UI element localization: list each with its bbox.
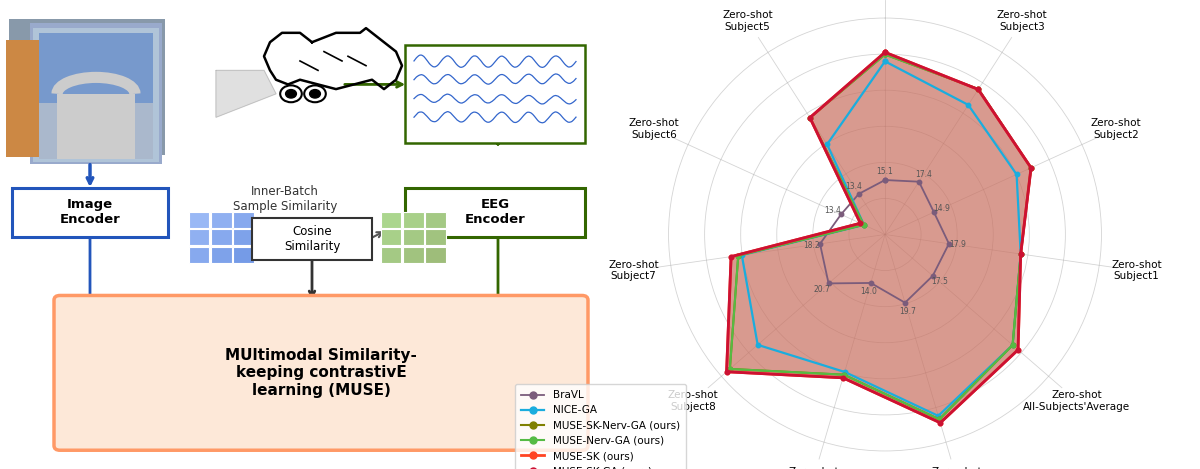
Text: 17.4: 17.4 <box>916 170 932 179</box>
FancyBboxPatch shape <box>233 212 254 228</box>
Text: 20.7: 20.7 <box>814 285 830 294</box>
Text: Inner-Batch
Sample Similarity: Inner-Batch Sample Similarity <box>233 185 337 213</box>
Text: 17.5: 17.5 <box>931 277 948 286</box>
FancyBboxPatch shape <box>406 45 586 143</box>
Text: 13.4: 13.4 <box>846 182 863 191</box>
Text: MUltimodal Similarity-
keeping contrastivE
learning (MUSE): MUltimodal Similarity- keeping contrasti… <box>226 348 416 398</box>
FancyBboxPatch shape <box>190 247 209 263</box>
Circle shape <box>286 90 296 98</box>
FancyBboxPatch shape <box>190 229 209 245</box>
FancyBboxPatch shape <box>382 247 401 263</box>
Polygon shape <box>726 53 1031 423</box>
Text: 17.9: 17.9 <box>949 241 966 250</box>
FancyBboxPatch shape <box>6 40 46 157</box>
FancyBboxPatch shape <box>10 19 166 155</box>
Text: 14.9: 14.9 <box>934 204 950 213</box>
FancyBboxPatch shape <box>38 33 154 103</box>
FancyBboxPatch shape <box>38 33 154 159</box>
Text: 13.4: 13.4 <box>824 206 841 215</box>
FancyBboxPatch shape <box>211 212 232 228</box>
Text: Cosine
Similarity: Cosine Similarity <box>284 225 340 253</box>
FancyBboxPatch shape <box>403 229 424 245</box>
Polygon shape <box>216 70 276 117</box>
FancyBboxPatch shape <box>54 295 588 450</box>
FancyBboxPatch shape <box>406 188 586 237</box>
Text: Image
Encoder: Image Encoder <box>60 198 120 227</box>
FancyBboxPatch shape <box>403 247 424 263</box>
FancyBboxPatch shape <box>425 229 446 245</box>
FancyBboxPatch shape <box>190 212 209 228</box>
FancyBboxPatch shape <box>34 28 160 162</box>
FancyBboxPatch shape <box>382 229 401 245</box>
Text: 15.1: 15.1 <box>877 166 893 175</box>
FancyBboxPatch shape <box>30 23 162 164</box>
Circle shape <box>310 90 320 98</box>
FancyBboxPatch shape <box>233 229 254 245</box>
FancyBboxPatch shape <box>211 247 232 263</box>
FancyBboxPatch shape <box>233 247 254 263</box>
Circle shape <box>281 85 302 102</box>
FancyBboxPatch shape <box>382 212 401 228</box>
Circle shape <box>305 85 326 102</box>
FancyBboxPatch shape <box>12 188 168 237</box>
FancyBboxPatch shape <box>425 212 446 228</box>
FancyBboxPatch shape <box>211 229 232 245</box>
Text: 14.0: 14.0 <box>859 287 877 296</box>
Polygon shape <box>726 53 1031 423</box>
FancyBboxPatch shape <box>425 247 446 263</box>
FancyBboxPatch shape <box>252 218 372 260</box>
Text: EEG
Encoder: EEG Encoder <box>464 198 526 227</box>
Legend: BraVL, NICE-GA, MUSE-SK-Nerv-GA (ours), MUSE-Nerv-GA (ours), MUSE-SK (ours), MUS: BraVL, NICE-GA, MUSE-SK-Nerv-GA (ours), … <box>515 384 686 469</box>
FancyBboxPatch shape <box>58 94 134 159</box>
FancyBboxPatch shape <box>403 212 424 228</box>
Text: 19.7: 19.7 <box>899 307 916 316</box>
Text: 18.2: 18.2 <box>803 241 820 250</box>
